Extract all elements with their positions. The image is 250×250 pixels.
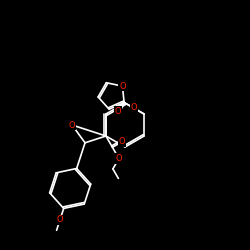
Text: O: O [116, 154, 122, 163]
Text: O: O [114, 107, 121, 116]
Text: O: O [119, 82, 126, 91]
Text: O: O [57, 215, 63, 224]
Text: O: O [130, 104, 137, 112]
Text: O: O [69, 120, 75, 130]
Text: O: O [119, 137, 125, 146]
